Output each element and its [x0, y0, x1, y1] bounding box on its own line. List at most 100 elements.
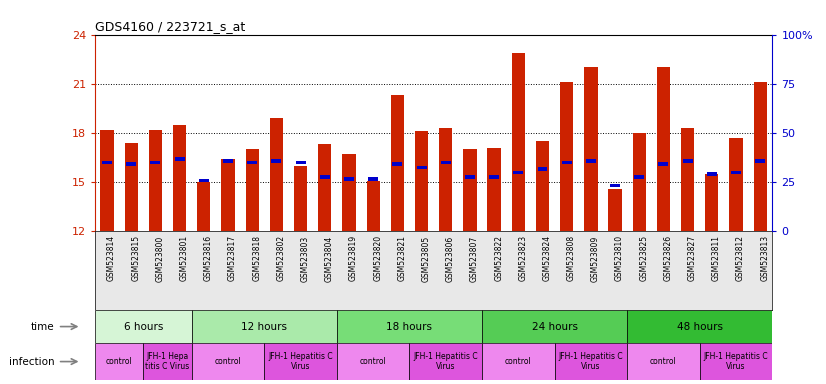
- Text: control: control: [215, 357, 241, 366]
- Bar: [465, 175, 475, 179]
- Bar: [627, 310, 772, 343]
- Text: GSM523821: GSM523821: [397, 235, 406, 281]
- Text: GSM523818: GSM523818: [252, 235, 261, 281]
- Text: 12 hours: 12 hours: [241, 321, 287, 331]
- Text: control: control: [650, 357, 676, 366]
- Bar: [173, 125, 187, 232]
- Bar: [149, 130, 162, 232]
- Bar: [707, 172, 717, 176]
- Bar: [633, 133, 646, 232]
- Bar: [320, 175, 330, 179]
- Bar: [634, 175, 644, 179]
- Bar: [368, 177, 378, 181]
- Bar: [337, 310, 482, 343]
- Bar: [342, 154, 356, 232]
- Bar: [700, 343, 772, 380]
- Bar: [487, 148, 501, 232]
- Text: control: control: [360, 357, 387, 366]
- Bar: [729, 138, 743, 232]
- Text: GSM523824: GSM523824: [543, 235, 552, 281]
- Bar: [627, 343, 700, 380]
- Bar: [586, 159, 596, 163]
- Bar: [416, 166, 426, 169]
- Text: GSM523800: GSM523800: [155, 235, 164, 281]
- Text: GSM523822: GSM523822: [494, 235, 503, 281]
- Text: GSM523808: GSM523808: [567, 235, 576, 281]
- Text: JFH-1 Hepatitis C
Virus: JFH-1 Hepatitis C Virus: [558, 352, 623, 371]
- Text: 24 hours: 24 hours: [532, 321, 577, 331]
- Text: JFH-1 Hepatitis C
Virus: JFH-1 Hepatitis C Virus: [704, 352, 768, 371]
- Bar: [538, 167, 548, 171]
- Bar: [753, 82, 767, 232]
- Bar: [441, 161, 451, 164]
- Text: GSM523827: GSM523827: [688, 235, 696, 281]
- Bar: [192, 343, 264, 380]
- Bar: [560, 82, 573, 232]
- Bar: [415, 131, 428, 232]
- Text: time: time: [31, 321, 55, 331]
- Text: control: control: [505, 357, 532, 366]
- Bar: [126, 162, 136, 166]
- Text: JFH-1 Hepa
titis C Virus: JFH-1 Hepa titis C Virus: [145, 352, 190, 371]
- Text: JFH-1 Hepatitis C
Virus: JFH-1 Hepatitis C Virus: [414, 352, 478, 371]
- Text: GSM523804: GSM523804: [325, 235, 334, 281]
- Text: GSM523806: GSM523806: [446, 235, 455, 281]
- Text: GSM523816: GSM523816: [204, 235, 213, 281]
- Bar: [223, 159, 233, 163]
- Bar: [511, 53, 525, 232]
- Bar: [584, 67, 597, 232]
- Text: GSM523803: GSM523803: [301, 235, 310, 281]
- Bar: [199, 179, 209, 182]
- Bar: [221, 159, 235, 232]
- Bar: [245, 149, 259, 232]
- Bar: [489, 175, 499, 179]
- Bar: [562, 161, 572, 164]
- Bar: [439, 128, 453, 232]
- Bar: [482, 310, 627, 343]
- Bar: [247, 161, 257, 164]
- Bar: [367, 180, 380, 232]
- Bar: [337, 343, 410, 380]
- Text: 18 hours: 18 hours: [387, 321, 433, 331]
- Text: JFH-1 Hepatitis C
Virus: JFH-1 Hepatitis C Virus: [268, 352, 333, 371]
- Text: GSM523825: GSM523825: [639, 235, 648, 281]
- Text: GSM523809: GSM523809: [591, 235, 600, 281]
- Bar: [95, 343, 144, 380]
- Bar: [294, 166, 307, 232]
- Text: GSM523805: GSM523805: [421, 235, 430, 281]
- Text: GSM523820: GSM523820: [373, 235, 382, 281]
- Bar: [95, 310, 192, 343]
- Text: GSM523812: GSM523812: [736, 235, 745, 281]
- Bar: [463, 149, 477, 232]
- Text: GSM523813: GSM523813: [760, 235, 769, 281]
- Text: GSM523801: GSM523801: [180, 235, 188, 281]
- Bar: [125, 143, 138, 232]
- Bar: [513, 170, 524, 174]
- Bar: [482, 343, 554, 380]
- Text: GSM523823: GSM523823: [519, 235, 527, 281]
- Bar: [174, 157, 185, 161]
- Text: infection: infection: [9, 357, 55, 367]
- Text: GSM523811: GSM523811: [712, 235, 721, 281]
- Bar: [197, 182, 211, 232]
- Bar: [264, 343, 337, 380]
- Bar: [554, 343, 627, 380]
- Bar: [731, 170, 741, 174]
- Bar: [391, 95, 404, 232]
- Text: GSM523817: GSM523817: [228, 235, 237, 281]
- Bar: [318, 144, 331, 232]
- Bar: [609, 189, 622, 232]
- Text: GSM523807: GSM523807: [470, 235, 479, 281]
- Text: GSM523814: GSM523814: [107, 235, 116, 281]
- Text: 6 hours: 6 hours: [124, 321, 163, 331]
- Bar: [681, 128, 695, 232]
- Bar: [657, 67, 670, 232]
- Text: GSM523815: GSM523815: [131, 235, 140, 281]
- Bar: [272, 159, 282, 163]
- Bar: [270, 118, 283, 232]
- Bar: [705, 174, 719, 232]
- Bar: [682, 159, 693, 163]
- Bar: [192, 310, 337, 343]
- Bar: [150, 161, 160, 164]
- Text: GDS4160 / 223721_s_at: GDS4160 / 223721_s_at: [95, 20, 245, 33]
